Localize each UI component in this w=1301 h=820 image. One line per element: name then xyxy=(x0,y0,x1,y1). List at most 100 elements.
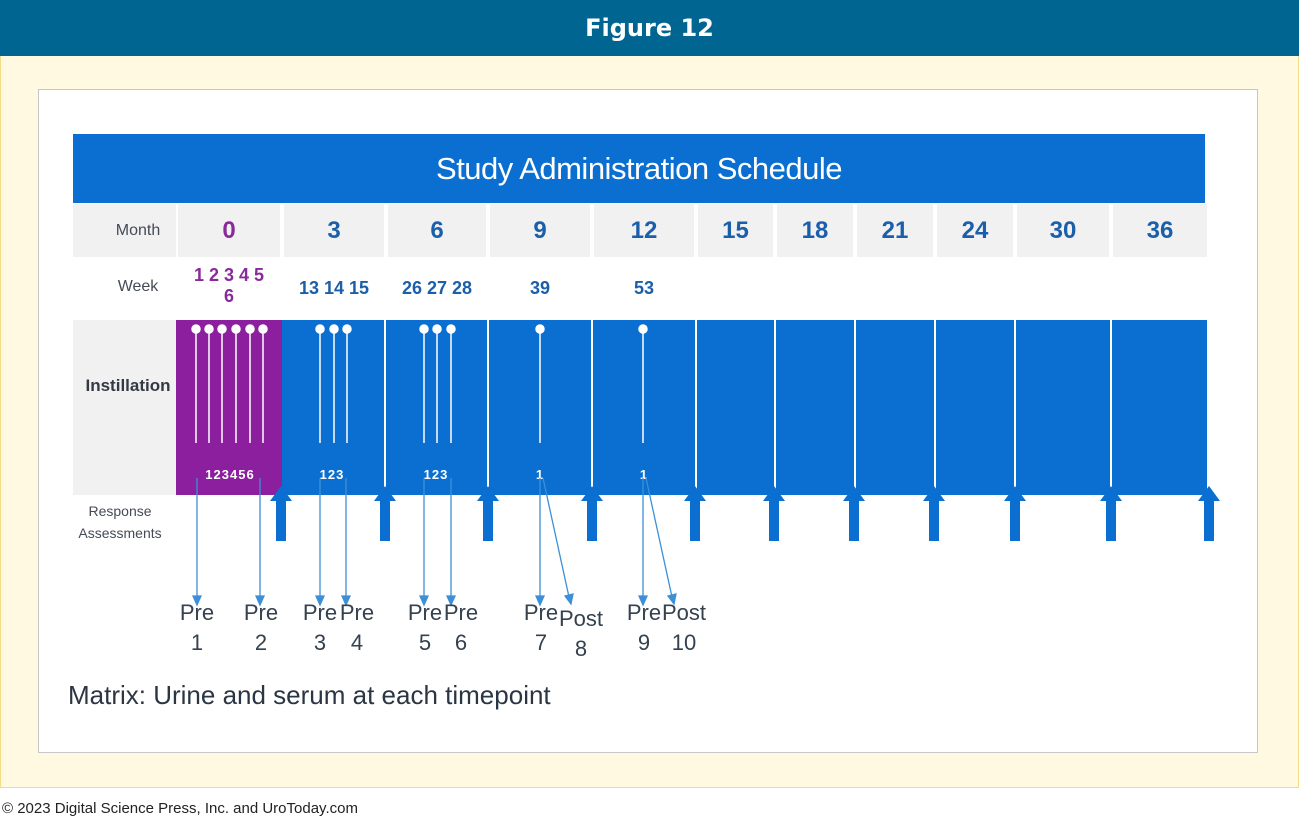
assessment-word: Pre xyxy=(523,600,559,625)
assessment-label-9: Pre 9 xyxy=(624,598,664,658)
assessment-label-2: Pre 2 xyxy=(239,598,283,658)
response-arrow xyxy=(763,486,785,541)
assessment-word: Pre xyxy=(302,600,338,625)
instillation-pin xyxy=(419,324,429,443)
response-arrow xyxy=(1100,486,1122,541)
response-label-line1: Response xyxy=(88,503,152,519)
schedule-title: Study Administration Schedule xyxy=(436,150,842,186)
assessment-label-10: Post 10 xyxy=(659,598,709,658)
response-assessment-arrows xyxy=(270,486,1220,541)
sample-arrow-pre-1 xyxy=(191,478,203,607)
response-arrow xyxy=(684,486,706,541)
instillation-pin xyxy=(329,324,339,443)
assessment-label-8: Post 8 xyxy=(557,604,605,664)
instillation-row-label: Instillation xyxy=(85,376,171,395)
assessment-word: Pre xyxy=(243,600,279,625)
instillation-block-month-0 xyxy=(176,320,282,495)
assessment-word: Pre xyxy=(443,600,479,625)
month-cell-21: 21 xyxy=(857,204,933,257)
month-row-label: Month xyxy=(115,221,161,239)
month-cell-3: 3 xyxy=(284,204,384,257)
response-arrow xyxy=(270,486,292,541)
response-arrow xyxy=(1004,486,1026,541)
sample-arrow-pre-9 xyxy=(637,478,649,607)
instillation-count-month-3: 123 xyxy=(319,467,345,482)
instillation-block-months-3-36 xyxy=(282,320,1207,495)
instillation-pin xyxy=(191,324,201,443)
response-arrow xyxy=(374,486,396,541)
week-label-month-12: 53 xyxy=(633,278,655,298)
sample-arrow-pre-4 xyxy=(340,478,352,607)
month-cell-36: 36 xyxy=(1113,204,1207,257)
instillation-count-month-9: 1 xyxy=(535,467,545,482)
instillation-pin xyxy=(231,324,241,443)
month-cell-18: 18 xyxy=(777,204,853,257)
week-label-month-9: 39 xyxy=(529,278,551,298)
assessment-word: Post xyxy=(558,606,604,631)
month-cell-30: 30 xyxy=(1017,204,1109,257)
assessment-label-1: Pre 1 xyxy=(175,598,219,658)
assessment-word: Pre xyxy=(407,600,443,625)
instillation-pin xyxy=(315,324,325,443)
assessment-word: Pre xyxy=(339,600,375,625)
block-separator xyxy=(1014,320,1016,495)
assessment-label-7: Pre 7 xyxy=(521,598,561,658)
block-separator xyxy=(854,320,856,495)
assessment-number: 1 xyxy=(190,630,204,655)
block-separator xyxy=(384,320,386,495)
instillation-pin xyxy=(245,324,255,443)
sample-arrow-post-8 xyxy=(542,477,574,606)
assessment-number: 6 xyxy=(454,630,468,655)
assessment-number: 5 xyxy=(418,630,432,655)
instillation-pin xyxy=(217,324,227,443)
month-cell-0: 0 xyxy=(178,204,280,257)
month-cell-24: 24 xyxy=(937,204,1013,257)
response-arrow xyxy=(581,486,603,541)
response-label-line2: Assessments xyxy=(78,525,162,541)
block-separator xyxy=(934,320,936,495)
sample-arrows xyxy=(191,477,677,607)
assessment-number: 3 xyxy=(313,630,327,655)
month-label-cell xyxy=(73,204,176,257)
block-separator xyxy=(1110,320,1112,495)
block-separator xyxy=(774,320,776,495)
assessment-word: Pre xyxy=(179,600,215,625)
instillation-count-month-6: 123 xyxy=(423,467,449,482)
assessment-number: 4 xyxy=(350,630,364,655)
block-separator xyxy=(487,320,489,495)
response-arrow xyxy=(1198,486,1220,541)
figure-title: Figure 12 xyxy=(585,14,714,42)
assessment-number: 2 xyxy=(254,630,268,655)
sample-arrow-pre-6 xyxy=(445,478,457,607)
sample-arrow-pre-2 xyxy=(254,478,266,607)
assessment-number: 8 xyxy=(574,636,588,661)
instillation-label-cell xyxy=(73,320,176,495)
instillation-pin xyxy=(204,324,214,443)
block-separator xyxy=(695,320,697,495)
instillation-pin xyxy=(535,324,545,443)
month-cell-6: 6 xyxy=(388,204,486,257)
assessment-label-3: Pre 3 xyxy=(300,598,340,658)
assessment-label-6: Pre 6 xyxy=(442,598,480,658)
assessment-label-4: Pre 4 xyxy=(338,598,376,658)
week-row-label: Week xyxy=(117,278,159,295)
month-cell-15: 15 xyxy=(698,204,773,257)
instillation-pins xyxy=(191,324,648,443)
copyright-footer: © 2023 Digital Science Press, Inc. and U… xyxy=(2,800,358,817)
instillation-count-month-0: 123456 xyxy=(205,467,255,482)
instillation-pin xyxy=(258,324,268,443)
figure-header: Figure 12 xyxy=(0,0,1299,56)
response-arrow xyxy=(477,486,499,541)
response-arrow xyxy=(843,486,865,541)
week-label-month-0: 1 2 3 4 5 6 xyxy=(178,265,280,307)
assessment-number: 9 xyxy=(637,630,651,655)
month-cell-9: 9 xyxy=(490,204,590,257)
sample-arrow-post-10 xyxy=(645,477,677,606)
week-label-month-0-line1: 1 2 3 4 5 xyxy=(193,265,265,285)
sample-arrow-pre-3 xyxy=(314,478,326,607)
week-label-month-0-line2: 6 xyxy=(223,286,234,306)
block-separator xyxy=(591,320,593,495)
assessment-word: Pre xyxy=(626,600,662,625)
week-label-month-3: 13 14 15 xyxy=(298,278,370,298)
